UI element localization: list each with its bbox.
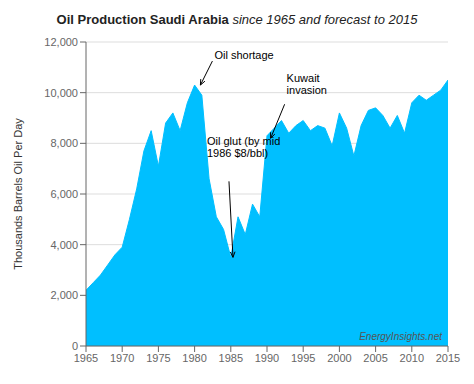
svg-text:1995: 1995	[291, 352, 315, 364]
svg-text:2010: 2010	[400, 352, 424, 364]
svg-text:6,000: 6,000	[50, 188, 78, 200]
html-text:Oil Production Saudi Arabia si: Oil Production Saudi Arabia since 1965 a…	[56, 12, 418, 27]
svg-text:2015: 2015	[436, 352, 460, 364]
svg-text:Oil glut (by mid1986 $8/bbl): Oil glut (by mid1986 $8/bbl)	[207, 135, 280, 159]
svg-text:1965: 1965	[74, 352, 98, 364]
svg-text:4,000: 4,000	[50, 239, 78, 251]
svg-text:10,000: 10,000	[44, 87, 78, 99]
svg-text:EnergyInsights.net: EnergyInsights.net	[359, 331, 443, 342]
svg-text:1990: 1990	[255, 352, 279, 364]
svg-text:2000: 2000	[327, 352, 351, 364]
svg-text:Thousands Barrels Oil Per Day: Thousands Barrels Oil Per Day	[12, 118, 24, 270]
svg-text:12,000: 12,000	[44, 36, 78, 48]
svg-text:2005: 2005	[363, 352, 387, 364]
svg-text:2,000: 2,000	[50, 289, 78, 301]
svg-text:1985: 1985	[219, 352, 243, 364]
svg-text:Oil shortage: Oil shortage	[214, 49, 273, 61]
svg-text:1975: 1975	[146, 352, 170, 364]
svg-text:8,000: 8,000	[50, 137, 78, 149]
svg-text:1980: 1980	[182, 352, 206, 364]
svg-text:1970: 1970	[110, 352, 134, 364]
svg-text:Kuwaitinvasion: Kuwaitinvasion	[287, 72, 327, 96]
svg-text:0: 0	[72, 340, 78, 352]
